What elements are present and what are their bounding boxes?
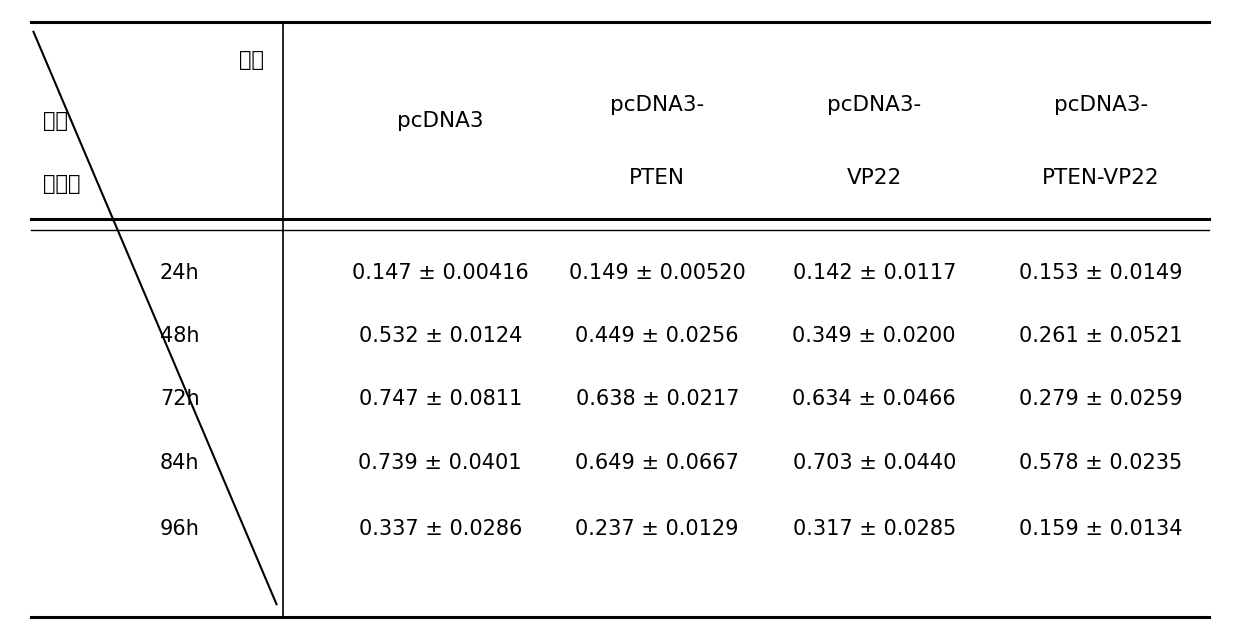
Text: pcDNA3: pcDNA3 xyxy=(397,111,484,131)
Text: 0.237 ± 0.0129: 0.237 ± 0.0129 xyxy=(575,519,739,539)
Text: 0.142 ± 0.0117: 0.142 ± 0.0117 xyxy=(792,263,956,284)
Text: pcDNA3-: pcDNA3- xyxy=(827,95,921,115)
Text: 24h: 24h xyxy=(160,263,200,284)
Text: 0.747 ± 0.0811: 0.747 ± 0.0811 xyxy=(358,389,522,409)
Text: 0.739 ± 0.0401: 0.739 ± 0.0401 xyxy=(358,453,522,473)
Text: 0.449 ± 0.0256: 0.449 ± 0.0256 xyxy=(575,326,739,346)
Text: 96h: 96h xyxy=(160,519,200,539)
Text: 0.317 ± 0.0285: 0.317 ± 0.0285 xyxy=(792,519,956,539)
Text: pcDNA3-: pcDNA3- xyxy=(1054,95,1148,115)
Text: 0.149 ± 0.00520: 0.149 ± 0.00520 xyxy=(569,263,745,284)
Text: 后时间: 后时间 xyxy=(43,174,81,195)
Text: PTEN: PTEN xyxy=(629,168,686,188)
Text: 72h: 72h xyxy=(160,389,200,409)
Text: VP22: VP22 xyxy=(847,168,901,188)
Text: 0.578 ± 0.0235: 0.578 ± 0.0235 xyxy=(1019,453,1183,473)
Text: 0.532 ± 0.0124: 0.532 ± 0.0124 xyxy=(358,326,522,346)
Text: 0.279 ± 0.0259: 0.279 ± 0.0259 xyxy=(1019,389,1183,409)
Text: pcDNA3-: pcDNA3- xyxy=(610,95,704,115)
Text: 0.703 ± 0.0440: 0.703 ± 0.0440 xyxy=(792,453,956,473)
Text: 0.649 ± 0.0667: 0.649 ± 0.0667 xyxy=(575,453,739,473)
Text: 转染: 转染 xyxy=(43,111,68,131)
Text: 0.337 ± 0.0286: 0.337 ± 0.0286 xyxy=(358,519,522,539)
Text: PTEN-VP22: PTEN-VP22 xyxy=(1043,168,1159,188)
Text: 0.159 ± 0.0134: 0.159 ± 0.0134 xyxy=(1019,519,1183,539)
Text: 0.638 ± 0.0217: 0.638 ± 0.0217 xyxy=(575,389,739,409)
Text: 84h: 84h xyxy=(160,453,200,473)
Text: 0.634 ± 0.0466: 0.634 ± 0.0466 xyxy=(792,389,956,409)
Text: 0.261 ± 0.0521: 0.261 ± 0.0521 xyxy=(1019,326,1183,346)
Text: 0.153 ± 0.0149: 0.153 ± 0.0149 xyxy=(1019,263,1183,284)
Text: 质粒: 质粒 xyxy=(239,50,264,71)
Text: 0.147 ± 0.00416: 0.147 ± 0.00416 xyxy=(352,263,528,284)
Text: 48h: 48h xyxy=(160,326,200,346)
Text: 0.349 ± 0.0200: 0.349 ± 0.0200 xyxy=(792,326,956,346)
